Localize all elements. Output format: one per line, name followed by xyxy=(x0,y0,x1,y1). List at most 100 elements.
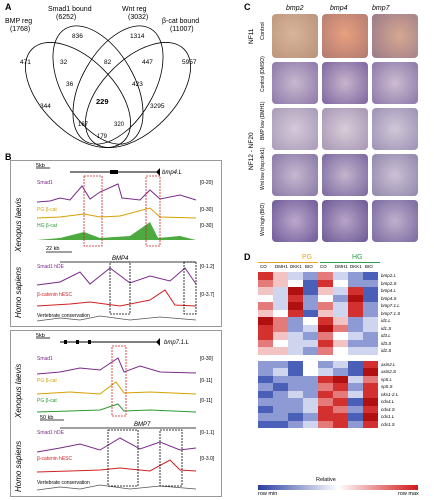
heatmap-cell xyxy=(288,294,303,303)
heatmap-row-label: axin2.L xyxy=(381,361,396,367)
venn-region-value: 423 xyxy=(132,81,143,88)
heatmap-cell xyxy=(273,294,288,303)
venn-region-value: 36 xyxy=(66,81,74,88)
heatmap-cell xyxy=(273,272,288,280)
heatmap-cell xyxy=(318,375,333,384)
venn-region-value: 3295 xyxy=(150,103,165,110)
heatmap-cell xyxy=(258,405,273,414)
track-range: [0-1.2] xyxy=(200,264,215,270)
heatmap-cell xyxy=(333,383,348,391)
colorscale-max: row max xyxy=(398,491,419,497)
heatmap-cell xyxy=(273,347,288,355)
column-header: bmp7 xyxy=(372,5,390,12)
heatmap-cell xyxy=(303,332,318,340)
panel-a-label: A xyxy=(5,2,12,12)
scale-bar-label: 50 kb xyxy=(40,415,54,421)
venn-region-value: 32 xyxy=(60,59,68,66)
heatmap-cell xyxy=(273,339,288,348)
heatmap-cell xyxy=(363,287,378,295)
heatmap-cell xyxy=(288,317,303,325)
heatmap-cell xyxy=(303,279,318,288)
track-label: Smad1 xyxy=(37,356,53,362)
heatmap-row-label: id3.S xyxy=(381,340,392,346)
track-range: [0-30] xyxy=(200,223,213,229)
track-range: [0-3.0] xyxy=(200,456,215,462)
heatmap-cell xyxy=(288,272,303,280)
heatmap-cell xyxy=(258,287,273,295)
heatmap-cell xyxy=(273,332,288,340)
heatmap-cell xyxy=(303,347,318,355)
heatmap-cell xyxy=(303,287,318,295)
heatmap-cell xyxy=(318,302,333,310)
track-range: [0-30] xyxy=(200,356,213,362)
heatmap-cell xyxy=(288,405,303,414)
heatmap-cell xyxy=(273,390,288,399)
heatmap-cell xyxy=(363,405,378,414)
heatmap-cell xyxy=(258,368,273,376)
gene-label: bmp7.1.L xyxy=(164,340,190,346)
venn-region-value: 229 xyxy=(96,97,109,106)
group-bar-hg xyxy=(320,262,380,263)
heatmap-cell xyxy=(333,405,348,414)
heatmap-cell xyxy=(288,347,303,355)
venn-set-4-name: β-cat bound xyxy=(162,18,200,25)
heatmap-cell xyxy=(363,272,378,280)
heatmap-cell xyxy=(258,294,273,303)
heatmap-cell xyxy=(303,368,318,376)
heatmap-cell xyxy=(288,398,303,406)
track-range: [0-20] xyxy=(200,180,213,186)
heatmap-row-label: bmp2.L xyxy=(381,273,397,278)
heatmap-cell xyxy=(288,360,303,369)
venn-set-4-count: (11007) xyxy=(170,26,194,33)
heatmap-cell xyxy=(258,420,273,429)
heatmap-cell xyxy=(363,383,378,391)
track-range: [0-11] xyxy=(200,398,213,404)
heatmap-cell xyxy=(333,339,348,348)
heatmap-cell xyxy=(333,368,348,376)
heatmap-cell xyxy=(303,383,318,391)
heatmap-cell xyxy=(363,360,378,369)
column-header: bmp4 xyxy=(330,5,348,12)
heatmap-cell xyxy=(333,347,348,355)
heatmap-cell xyxy=(288,332,303,340)
heatmap-cell xyxy=(303,339,318,348)
heatmap-cell xyxy=(303,413,318,421)
heatmap-cell xyxy=(333,420,348,429)
gene-label: BMP7 xyxy=(134,422,151,428)
heatmap-cell xyxy=(303,302,318,310)
heatmap-cell xyxy=(363,368,378,376)
heatmap-cell xyxy=(363,332,378,340)
heatmap-column-label: BIO xyxy=(365,264,373,269)
row-label: BMP low (DMH1) xyxy=(260,101,266,140)
track-label: β-catenin hESC xyxy=(37,292,73,298)
venn-region-value: 5957 xyxy=(182,59,197,66)
heatmap-row-label: sp5.L xyxy=(381,376,393,382)
heatmap-row-label: id2.S xyxy=(381,348,392,353)
heatmap-cell xyxy=(303,360,318,369)
heatmap-cell xyxy=(348,398,363,406)
embryo-image xyxy=(372,154,418,196)
track-label: Vertebrate conservation xyxy=(37,480,90,486)
bmp4-browser-frame xyxy=(10,160,222,327)
heatmap-cell xyxy=(318,413,333,421)
group-label-pg: PG xyxy=(302,254,313,261)
embryo-image xyxy=(322,108,368,150)
venn-region-value: 1314 xyxy=(130,33,145,40)
heatmap-cell xyxy=(333,317,348,325)
heatmap-cell xyxy=(318,317,333,325)
heatmap-cell xyxy=(318,383,333,391)
track-label: Smad1 hDE xyxy=(37,430,64,436)
heatmap-cell xyxy=(333,324,348,333)
heatmap-cell xyxy=(288,324,303,333)
heatmap-cell xyxy=(273,375,288,384)
track-range: [0-30] xyxy=(200,207,213,213)
heatmap-cell xyxy=(318,360,333,369)
heatmap-cell xyxy=(258,360,273,369)
stage-label: NF12 - NF20 xyxy=(248,132,255,170)
heatmap-cell xyxy=(303,272,318,280)
heatmap-cell xyxy=(288,368,303,376)
heatmap-cell xyxy=(363,294,378,303)
heatmap-cell xyxy=(303,294,318,303)
heatmap-cell xyxy=(333,287,348,295)
heatmap-cell xyxy=(273,309,288,318)
